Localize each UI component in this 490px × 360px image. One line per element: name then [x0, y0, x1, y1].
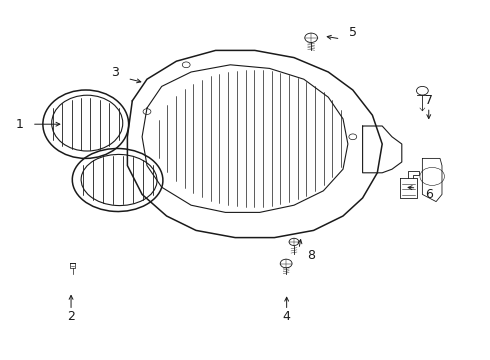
Text: 4: 4 — [283, 310, 291, 323]
Text: 2: 2 — [67, 310, 75, 323]
Text: 5: 5 — [349, 26, 357, 39]
Text: 7: 7 — [425, 94, 433, 107]
Text: 1: 1 — [16, 118, 24, 131]
Text: 6: 6 — [425, 188, 433, 201]
Text: 3: 3 — [111, 66, 119, 78]
Text: 8: 8 — [307, 249, 315, 262]
